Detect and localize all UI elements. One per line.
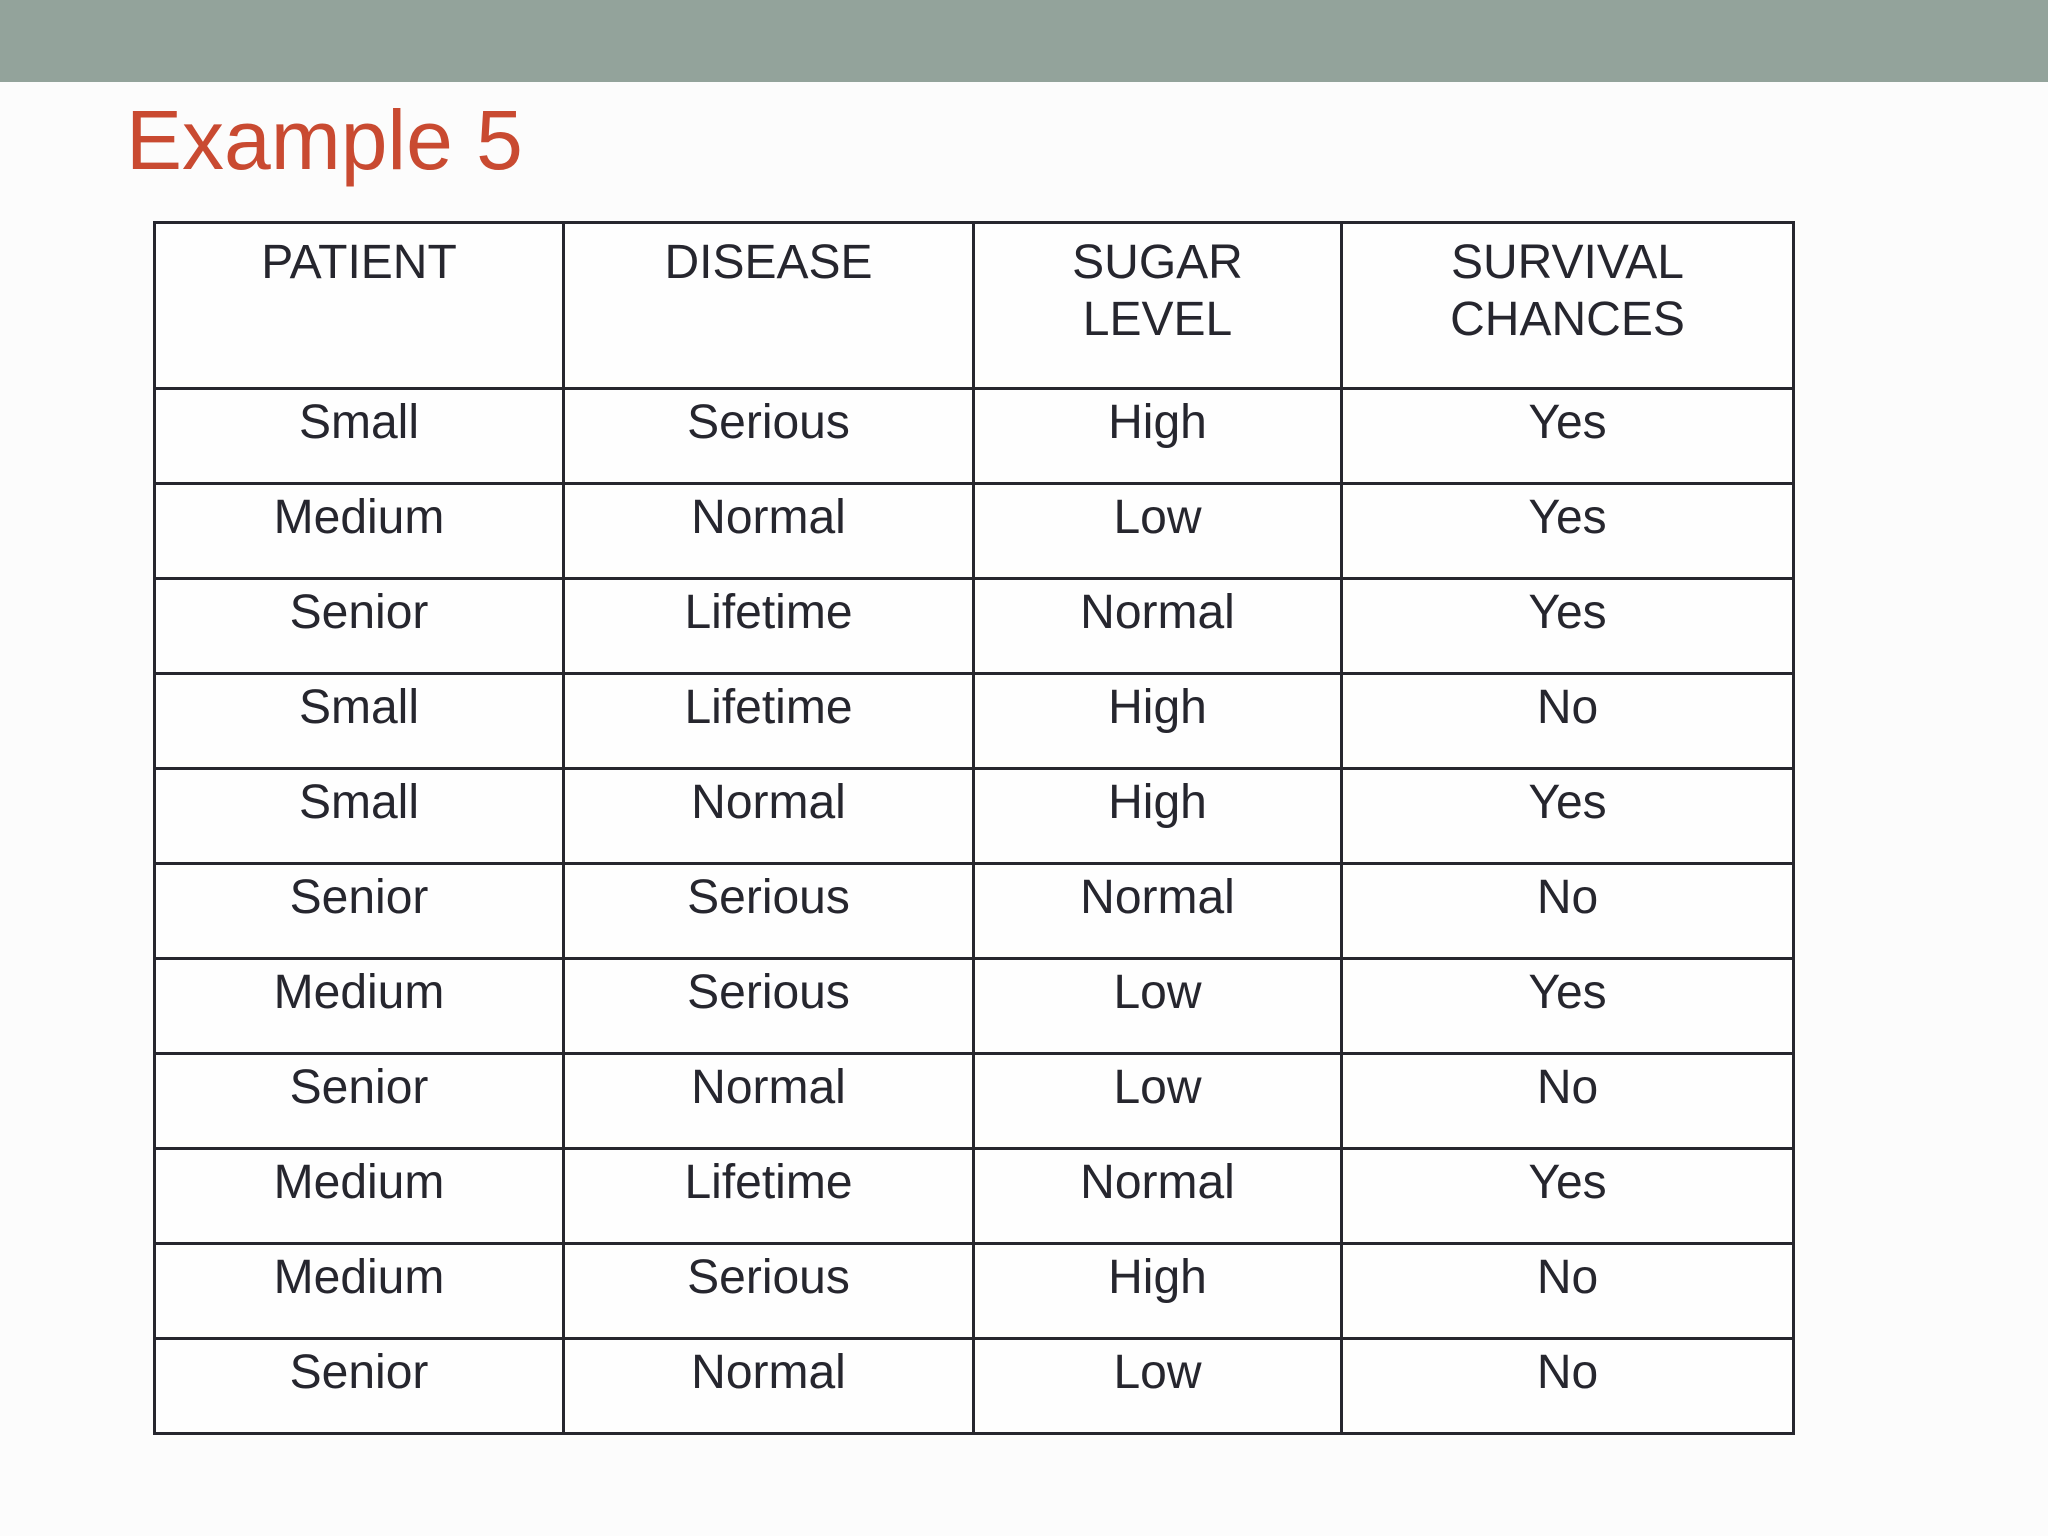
table-cell: Senior [153, 1337, 565, 1435]
table-cell: Low [972, 482, 1343, 580]
table-cell: Small [153, 767, 565, 865]
table-row: Small Normal High Yes [153, 767, 1795, 865]
table-cell: Lifetime [562, 1147, 975, 1245]
table-row: Medium Lifetime Normal Yes [153, 1147, 1795, 1245]
column-header-sugar-level: SUGAR LEVEL [972, 221, 1343, 390]
table-cell: Senior [153, 862, 565, 960]
table-cell: Normal [562, 1337, 975, 1435]
table-cell: Yes [1340, 387, 1795, 485]
table-row: Senior Serious Normal No [153, 862, 1795, 960]
patient-data-table: PATIENT DISEASE SUGAR LEVEL SURVIVAL CHA… [153, 221, 1795, 1435]
table-cell: Medium [153, 957, 565, 1055]
table-cell: No [1340, 672, 1795, 770]
table-cell: No [1340, 1052, 1795, 1150]
table-cell: Low [972, 1052, 1343, 1150]
table-cell: Senior [153, 577, 565, 675]
table-cell: Lifetime [562, 577, 975, 675]
table-row: Small Lifetime High No [153, 672, 1795, 770]
table-cell: Yes [1340, 577, 1795, 675]
table-row: Senior Normal Low No [153, 1337, 1795, 1435]
table-cell: Serious [562, 957, 975, 1055]
table-cell: Serious [562, 387, 975, 485]
table-cell: Low [972, 957, 1343, 1055]
table-row: Senior Normal Low No [153, 1052, 1795, 1150]
table-cell: Normal [562, 482, 975, 580]
table-cell: Serious [562, 1242, 975, 1340]
table-cell: Lifetime [562, 672, 975, 770]
table-cell: Medium [153, 1242, 565, 1340]
table-cell: Yes [1340, 1147, 1795, 1245]
table-cell: Small [153, 387, 565, 485]
table-cell: Low [972, 1337, 1343, 1435]
slide-title: Example 5 [126, 93, 523, 187]
table-row: Medium Serious High No [153, 1242, 1795, 1340]
table-cell: High [972, 672, 1343, 770]
table-row: Medium Serious Low Yes [153, 957, 1795, 1055]
table-row: Senior Lifetime Normal Yes [153, 577, 1795, 675]
table-header-row: PATIENT DISEASE SUGAR LEVEL SURVIVAL CHA… [153, 221, 1795, 390]
table-cell: Serious [562, 862, 975, 960]
table-cell: High [972, 387, 1343, 485]
table-cell: Small [153, 672, 565, 770]
table-body: Small Serious High Yes Medium Normal Low Yes Sen… [153, 387, 1795, 1435]
table-cell: Yes [1340, 767, 1795, 865]
table-cell: No [1340, 862, 1795, 960]
table-cell: Medium [153, 482, 565, 580]
column-header-patient: PATIENT [153, 221, 565, 390]
table-cell: Normal [562, 767, 975, 865]
table-cell: No [1340, 1242, 1795, 1340]
table-cell: Medium [153, 1147, 565, 1245]
table-cell: Yes [1340, 957, 1795, 1055]
table-cell: Yes [1340, 482, 1795, 580]
column-header-disease: DISEASE [562, 221, 975, 390]
table-cell: Senior [153, 1052, 565, 1150]
table-cell: No [1340, 1337, 1795, 1435]
column-header-survival-chances: SURVIVAL CHANCES [1340, 221, 1795, 390]
table-cell: High [972, 1242, 1343, 1340]
table-cell: High [972, 767, 1343, 865]
top-accent-bar [0, 0, 2048, 82]
table-cell: Normal [562, 1052, 975, 1150]
table-cell: Normal [972, 862, 1343, 960]
table-row: Small Serious High Yes [153, 387, 1795, 485]
table-cell: Normal [972, 577, 1343, 675]
table-cell: Normal [972, 1147, 1343, 1245]
table-row: Medium Normal Low Yes [153, 482, 1795, 580]
